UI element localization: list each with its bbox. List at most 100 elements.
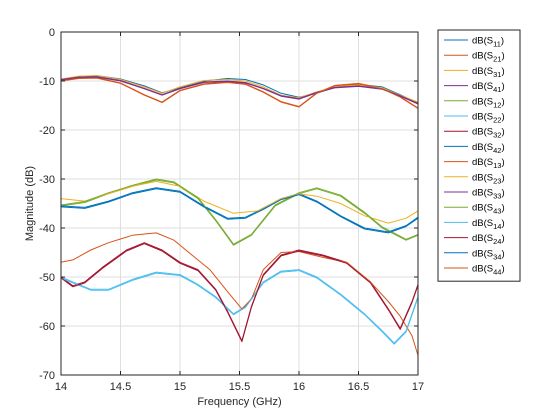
axis-ticks: 14 14.5 15 15.5 16 16.5 17 0 -10 -20 -30 -40 -50 -60 -… xyxy=(39,27,424,393)
series-line-22 xyxy=(60,269,419,344)
y-tick-label: -10 xyxy=(39,76,55,88)
y-tick-label: -70 xyxy=(39,370,55,382)
legend-label: dB(S43) xyxy=(472,203,505,216)
legend-item: dB(S22) xyxy=(444,112,505,125)
legend-label-base: dB(S xyxy=(472,157,493,168)
legend-label-base: dB(S xyxy=(472,81,493,92)
legend-label-subscript: 31 xyxy=(493,70,501,79)
legend-label-subscript: 43 xyxy=(493,207,501,216)
legend-label-tail: ) xyxy=(501,112,504,123)
legend-item: dB(S41) xyxy=(444,81,505,94)
legend-label-subscript: 13 xyxy=(493,161,501,170)
legend-label-base: dB(S xyxy=(472,248,493,259)
legend-label-subscript: 41 xyxy=(493,85,501,94)
legend-label-base: dB(S xyxy=(472,36,493,47)
legend-label-base: dB(S xyxy=(472,66,493,77)
legend-item: dB(S43) xyxy=(444,203,505,216)
legend-label: dB(S33) xyxy=(472,188,505,201)
legend-label-base: dB(S xyxy=(472,172,493,183)
legend-label-subscript: 21 xyxy=(493,55,501,64)
series-line-33 xyxy=(60,76,419,105)
legend-item: dB(S13) xyxy=(444,157,505,170)
legend-label: dB(S41) xyxy=(472,81,505,94)
legend-label: dB(S44) xyxy=(472,264,505,277)
x-tick-label: 16 xyxy=(293,381,305,393)
legend-label: dB(S24) xyxy=(472,233,505,246)
legend-label-base: dB(S xyxy=(472,112,493,123)
legend-label-subscript: 44 xyxy=(493,268,501,277)
legend-label-subscript: 42 xyxy=(493,146,501,155)
legend-item: dB(S21) xyxy=(444,51,505,64)
legend-label-tail: ) xyxy=(501,264,504,275)
legend-label-tail: ) xyxy=(501,127,504,138)
legend-label-tail: ) xyxy=(501,81,504,92)
legend-item: dB(S12) xyxy=(444,96,505,109)
legend-label-subscript: 23 xyxy=(493,176,501,185)
legend-item: dB(S24) xyxy=(444,233,505,246)
legend-label-tail: ) xyxy=(501,36,504,47)
legend-item: dB(S34) xyxy=(444,248,505,261)
plot-lines xyxy=(60,75,419,356)
legend-label-tail: ) xyxy=(501,218,504,229)
y-axis-label: Magnitude (dB) xyxy=(24,166,36,241)
series-line-14 xyxy=(60,270,419,345)
legend-label-base: dB(S xyxy=(472,264,493,275)
legend-label-tail: ) xyxy=(501,51,504,62)
y-tick-label: -60 xyxy=(39,321,55,333)
legend-label-subscript: 12 xyxy=(493,100,501,109)
legend-label: dB(S11) xyxy=(472,36,504,49)
legend-label-subscript: 34 xyxy=(493,252,501,261)
y-tick-label: -30 xyxy=(39,174,55,186)
y-tick-label: -20 xyxy=(39,125,55,137)
x-tick-label: 14 xyxy=(55,381,67,393)
legend-item: dB(S42) xyxy=(444,142,505,155)
legend-item: dB(S33) xyxy=(444,188,505,201)
legend: dB(S11)dB(S21)dB(S31)dB(S41)dB(S12)dB(S2… xyxy=(437,29,521,282)
x-tick-label: 17 xyxy=(412,381,424,393)
legend-label-subscript: 14 xyxy=(493,222,501,231)
legend-label-base: dB(S xyxy=(472,127,493,138)
series-line-44 xyxy=(60,77,419,109)
legend-label-tail: ) xyxy=(501,203,504,214)
legend-label: dB(S12) xyxy=(472,96,505,109)
y-tick-label: -50 xyxy=(39,272,55,284)
legend-label-subscript: 11 xyxy=(493,40,501,49)
legend-label: dB(S21) xyxy=(472,51,505,64)
legend-label-base: dB(S xyxy=(472,96,493,107)
legend-label-subscript: 33 xyxy=(493,192,501,201)
series-line-24 xyxy=(60,243,419,343)
legend-item: dB(S11) xyxy=(444,36,504,49)
series-line-13 xyxy=(60,232,419,356)
legend-item: dB(S23) xyxy=(444,172,505,185)
legend-label-base: dB(S xyxy=(472,142,493,153)
x-tick-label: 14.5 xyxy=(110,381,131,393)
legend-item: dB(S14) xyxy=(444,218,505,231)
x-tick-label: 15.5 xyxy=(229,381,250,393)
x-axis-label: Frequency (GHz) xyxy=(197,396,281,408)
legend-label-tail: ) xyxy=(501,142,504,153)
legend-label: dB(S22) xyxy=(472,112,505,125)
legend-label-base: dB(S xyxy=(472,203,493,214)
series-line-31 xyxy=(60,75,419,103)
legend-label-tail: ) xyxy=(501,233,504,244)
legend-items: dB(S11)dB(S21)dB(S31)dB(S41)dB(S12)dB(S2… xyxy=(444,36,505,277)
series-line-42 xyxy=(60,187,419,233)
legend-label-tail: ) xyxy=(501,188,504,199)
legend-label: dB(S23) xyxy=(472,172,505,185)
y-tick-label: 0 xyxy=(49,27,55,39)
legend-label-base: dB(S xyxy=(472,188,493,199)
legend-label-tail: ) xyxy=(501,172,504,183)
legend-label: dB(S14) xyxy=(472,218,505,231)
legend-item: dB(S32) xyxy=(444,127,505,140)
legend-label-tail: ) xyxy=(501,66,504,77)
legend-label-subscript: 24 xyxy=(493,237,501,246)
y-tick-label: -40 xyxy=(39,223,55,235)
series-line-43 xyxy=(60,178,419,245)
legend-item: dB(S31) xyxy=(444,66,505,79)
legend-label-tail: ) xyxy=(501,157,504,168)
legend-label-tail: ) xyxy=(501,96,504,107)
x-tick-label: 15 xyxy=(174,381,186,393)
legend-item: dB(S44) xyxy=(444,264,505,277)
legend-label-base: dB(S xyxy=(472,51,493,62)
